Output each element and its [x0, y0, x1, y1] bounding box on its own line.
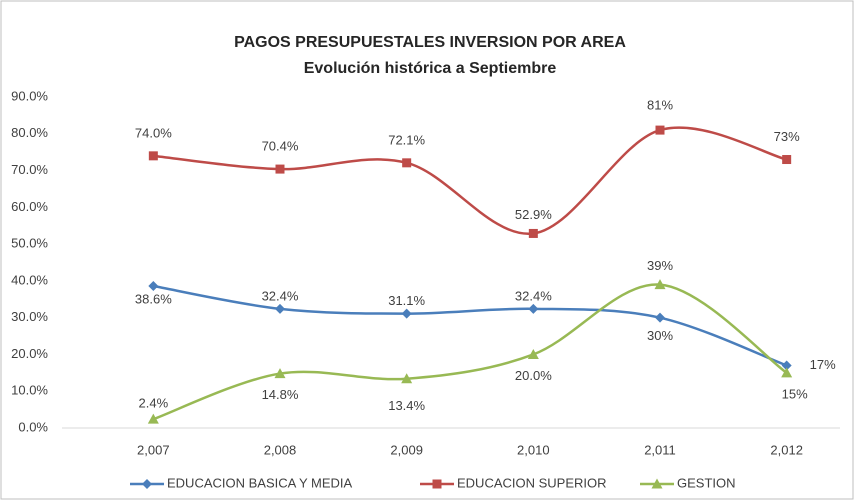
data-point	[655, 125, 665, 135]
data-label: 17%	[810, 357, 836, 372]
data-point	[527, 348, 539, 359]
legend-marker	[142, 479, 152, 489]
data-label: 38.6%	[135, 291, 172, 306]
data-point	[274, 368, 286, 379]
data-label: 14.8%	[262, 387, 299, 402]
y-tick-label: 10.0%	[11, 383, 48, 398]
y-tick-label: 20.0%	[11, 346, 48, 361]
x-tick-label: 2,008	[264, 442, 297, 457]
x-tick-label: 2,011	[644, 442, 676, 457]
data-label: 32.4%	[262, 288, 299, 303]
data-point	[148, 281, 159, 292]
data-point	[147, 413, 159, 424]
legend-label: EDUCACION SUPERIOR	[457, 475, 607, 490]
x-tick-label: 2,009	[390, 442, 423, 457]
y-tick-label: 40.0%	[11, 272, 48, 287]
data-label: 2.4%	[139, 396, 169, 411]
data-label: 15%	[782, 386, 808, 401]
data-label: 72.1%	[388, 132, 425, 147]
chart-subtitle: Evolución histórica a Septiembre	[304, 60, 557, 77]
series-line	[152, 283, 788, 421]
data-label: 73%	[774, 129, 800, 144]
data-point	[401, 308, 412, 319]
y-tick-label: 80.0%	[11, 125, 48, 140]
legend-label: GESTION	[677, 475, 736, 490]
y-tick-label: 50.0%	[11, 236, 48, 251]
data-point	[782, 155, 792, 165]
legend-marker	[432, 479, 442, 489]
data-label: 32.4%	[515, 288, 552, 303]
data-point	[148, 151, 158, 161]
data-point	[654, 279, 666, 290]
y-tick-label: 60.0%	[11, 199, 48, 214]
chart-title: PAGOS PRESUPUESTALES INVERSION POR AREA	[234, 34, 626, 51]
y-tick-label: 70.0%	[11, 162, 48, 177]
data-point	[781, 360, 792, 371]
data-label: 31.1%	[388, 293, 425, 308]
series-line	[153, 126, 787, 235]
x-tick-label: 2,012	[770, 442, 803, 457]
data-label: 81%	[647, 98, 673, 113]
data-point	[275, 164, 285, 174]
x-tick-label: 2,010	[517, 442, 550, 457]
data-point	[275, 303, 285, 314]
data-point	[781, 367, 793, 378]
data-label: 74.0%	[135, 125, 172, 140]
y-tick-label: 0.0%	[18, 419, 48, 434]
data-label: 30%	[647, 328, 673, 343]
legend-label: EDUCACION BASICA Y MEDIA	[167, 475, 353, 490]
data-point	[402, 158, 412, 168]
x-tick-label: 2,007	[137, 442, 170, 457]
data-label: 13.4%	[388, 398, 425, 413]
data-point	[528, 228, 538, 238]
y-tick-label: 30.0%	[11, 309, 48, 324]
y-tick-label: 90.0%	[11, 88, 48, 103]
legend-marker	[651, 478, 663, 489]
data-label: 52.9%	[515, 207, 552, 222]
series-line	[153, 284, 788, 367]
data-point	[655, 312, 665, 323]
data-label: 70.4%	[262, 139, 299, 154]
data-label: 20.0%	[515, 368, 552, 383]
data-label: 39%	[647, 258, 673, 273]
data-point	[528, 303, 539, 314]
data-point	[401, 373, 413, 384]
